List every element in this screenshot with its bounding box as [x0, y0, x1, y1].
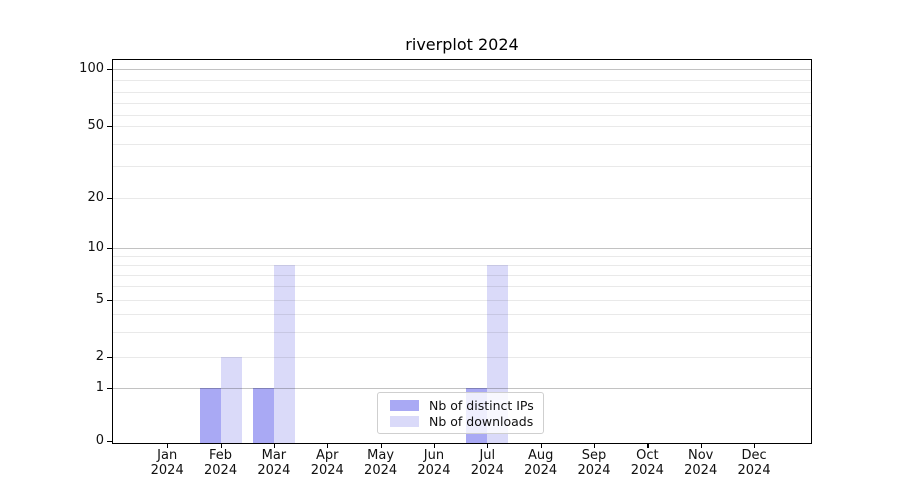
year-label: 2024 — [737, 463, 771, 478]
gridline-minor-30 — [113, 166, 811, 168]
gridline-minor-50 — [113, 126, 811, 127]
x-axis-tick-label-apr: Apr 2024 — [291, 448, 363, 478]
gridline-major-1 — [113, 388, 811, 389]
y-axis-tick-mark — [107, 300, 112, 302]
x-axis-tick-label-nov: Nov 2024 — [665, 448, 737, 478]
x-axis-tick-mark — [380, 443, 382, 448]
year-label: 2024 — [204, 463, 238, 478]
y-axis-tick-mark — [107, 126, 112, 128]
y-axis-tick-label-100: 100 — [79, 61, 104, 76]
gridline-minor-8 — [113, 264, 811, 266]
month-label: Nov — [688, 448, 714, 463]
month-label: Oct — [636, 448, 659, 463]
x-axis-tick-label-aug: Aug 2024 — [505, 448, 577, 478]
gridline-minor-60 — [113, 114, 811, 116]
x-axis-tick-mark — [487, 443, 489, 448]
month-label: May — [367, 448, 395, 463]
gridline-minor-80 — [113, 91, 811, 93]
year-label: 2024 — [684, 463, 718, 478]
gridline-minor-2 — [113, 357, 811, 358]
legend-item: Nb of distinct IPs — [390, 397, 543, 413]
legend-item: Nb of downloads — [390, 413, 543, 429]
year-label: 2024 — [257, 463, 291, 478]
month-label: Sep — [581, 448, 607, 463]
gridline-major-10 — [113, 248, 811, 249]
x-axis-tick-mark — [167, 443, 169, 448]
legend-label: Nb of downloads — [429, 413, 534, 429]
gridline-minor-70 — [113, 103, 811, 105]
x-axis-tick-mark — [220, 443, 222, 448]
gridline-minor-5 — [113, 300, 811, 301]
x-axis-tick-label-jan: Jan 2024 — [131, 448, 203, 478]
x-axis-tick-mark — [700, 443, 702, 448]
gridline-minor-9 — [113, 255, 811, 257]
y-axis-tick-label-10: 10 — [87, 240, 104, 255]
y-axis-tick-label-1: 1 — [95, 380, 104, 395]
gridline-minor-7 — [113, 274, 811, 276]
x-axis-tick-label-oct: Oct 2024 — [611, 448, 683, 478]
x-axis-tick-label-may: May 2024 — [345, 448, 417, 478]
year-label: 2024 — [310, 463, 344, 478]
y-axis-tick-label-5: 5 — [95, 292, 104, 307]
gridline-major-100 — [113, 69, 811, 70]
y-axis-tick-label-50: 50 — [87, 118, 104, 133]
year-label: 2024 — [150, 463, 184, 478]
x-axis-tick-label-sep: Sep 2024 — [558, 448, 630, 478]
x-axis-tick-mark — [433, 443, 436, 448]
y-axis-tick-label-2: 2 — [95, 349, 104, 364]
month-label: Jul — [479, 448, 496, 463]
x-axis-tick-label-feb: Feb 2024 — [185, 448, 257, 478]
legend-swatch-distinct-ips — [390, 399, 419, 411]
gridline-minor-40 — [113, 143, 811, 145]
x-axis-tick-label-dec: Dec 2024 — [718, 448, 790, 478]
y-axis-tick-label-20: 20 — [87, 190, 104, 205]
month-label: Jun — [423, 448, 445, 463]
month-label: Dec — [741, 448, 767, 463]
x-axis-tick-label-jun: Jun 2024 — [398, 448, 470, 478]
year-label: 2024 — [630, 463, 664, 478]
legend-swatch-downloads — [390, 415, 419, 427]
y-axis-tick-label-0: 0 — [95, 433, 104, 448]
month-label: Mar — [261, 448, 287, 463]
x-axis-tick-mark — [754, 443, 756, 448]
year-label: 2024 — [524, 463, 558, 478]
x-axis-tick-mark — [540, 443, 542, 448]
year-label: 2024 — [470, 463, 504, 478]
x-axis-tick-label-jul: Jul 2024 — [451, 448, 523, 478]
year-label: 2024 — [417, 463, 451, 478]
gridline-minor-6 — [113, 286, 811, 288]
y-axis-tick-mark — [107, 357, 112, 359]
gridline-minor-90 — [113, 80, 811, 82]
year-label: 2024 — [577, 463, 611, 478]
gridline-minor-4 — [113, 313, 811, 315]
month-label: Feb — [209, 448, 233, 463]
y-axis-tick-mark — [107, 248, 112, 250]
legend: Nb of distinct IPs Nb of downloads — [377, 392, 544, 434]
bar-feb-distinct-ips — [199, 388, 221, 443]
bar-mar-distinct-ips — [252, 388, 274, 443]
x-axis-tick-mark — [327, 443, 329, 448]
bar-mar-downloads — [273, 264, 295, 443]
y-axis-tick-mark — [107, 441, 112, 443]
x-axis-tick-mark — [594, 443, 596, 448]
gridline-minor-3 — [113, 331, 811, 333]
y-axis-tick-mark — [107, 69, 112, 71]
month-label: Aug — [527, 448, 554, 463]
legend-label: Nb of distinct IPs — [429, 397, 534, 413]
month-label: Apr — [316, 448, 339, 463]
year-label: 2024 — [364, 463, 398, 478]
x-axis-tick-label-mar: Mar 2024 — [238, 448, 310, 478]
x-axis-tick-mark — [647, 443, 649, 448]
plot-area — [112, 59, 812, 444]
chart-title: riverplot 2024 — [405, 35, 519, 54]
x-axis-tick-mark — [273, 443, 276, 448]
gridline-minor-20 — [113, 198, 811, 199]
y-axis-tick-mark — [107, 388, 112, 390]
y-axis-tick-mark — [107, 198, 112, 200]
month-label: Jan — [157, 448, 178, 463]
bar-feb-downloads — [220, 357, 242, 443]
